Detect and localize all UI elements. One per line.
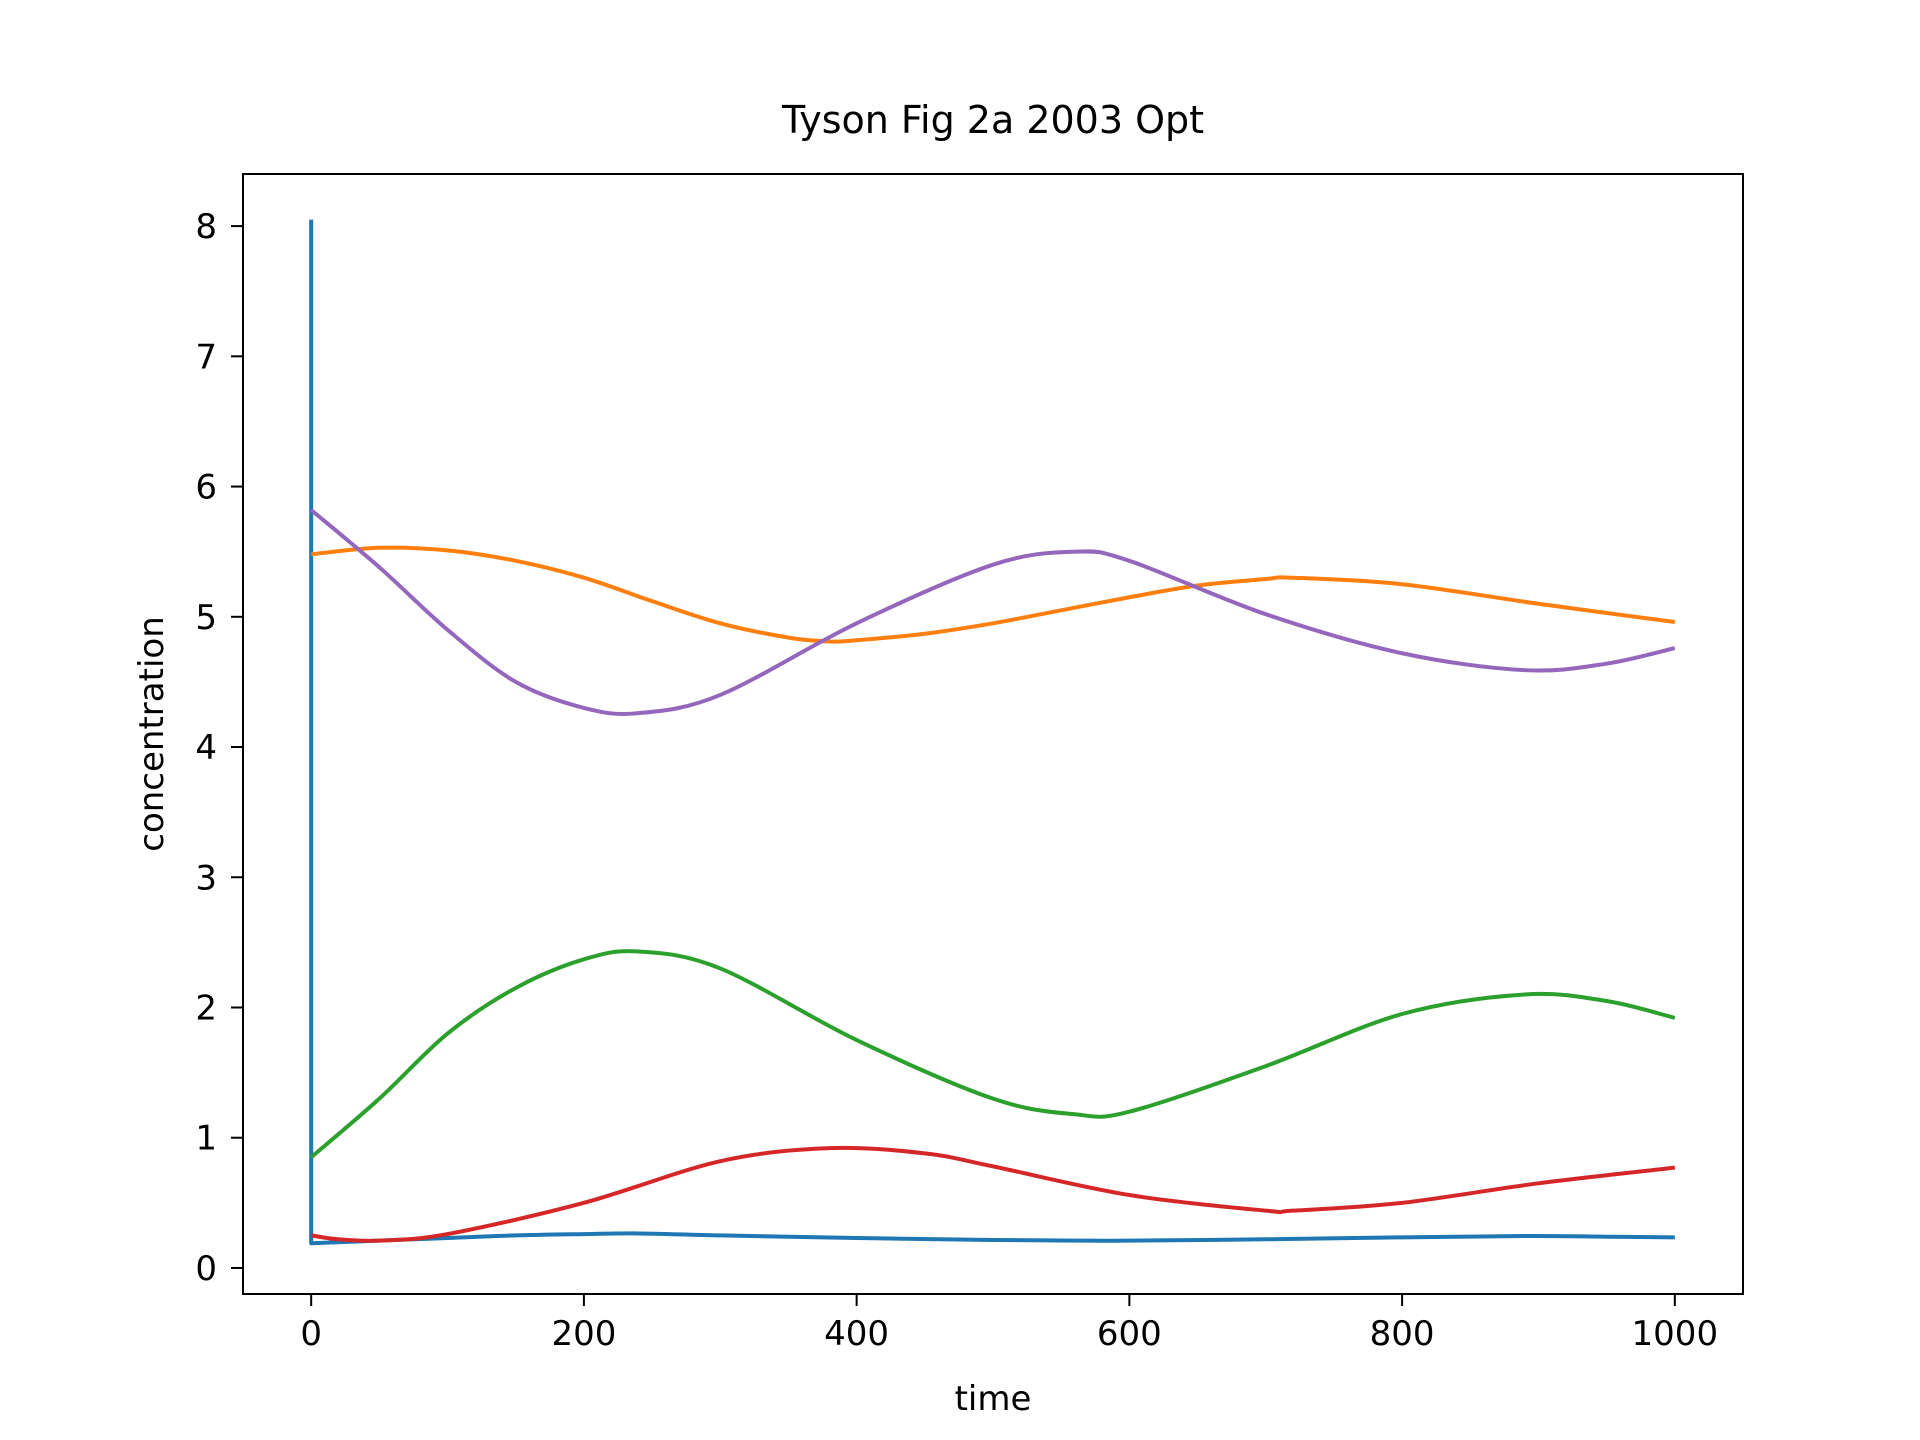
series-line-4 (310, 1145, 1676, 1243)
y-tick-label: 5 (195, 598, 217, 638)
x-tick-label: 400 (824, 1314, 889, 1354)
y-tick-label: 4 (195, 728, 217, 768)
y-tick-label: 8 (195, 207, 217, 247)
chart-title: Tyson Fig 2a 2003 Opt (781, 98, 1204, 142)
series-line-3 (309, 949, 1676, 1159)
y-axis-label: concentration (132, 616, 172, 851)
x-axis-label: time (955, 1379, 1032, 1419)
series-line-1 (309, 219, 1675, 1246)
x-tick-label: 600 (1097, 1314, 1162, 1354)
y-tick-label: 3 (195, 858, 217, 898)
x-axis: 0 200 400 600 800 1000 (300, 1294, 1718, 1354)
y-tick-label: 1 (195, 1119, 217, 1159)
y-tick-label: 2 (195, 988, 217, 1028)
series-line-2 (310, 545, 1676, 644)
y-axis: 0 1 2 3 4 5 6 7 8 (195, 207, 243, 1289)
series-line-5 (309, 508, 1676, 716)
y-tick-label: 7 (195, 337, 217, 377)
x-tick-label: 0 (300, 1314, 322, 1354)
y-tick-label: 0 (195, 1249, 217, 1289)
x-tick-label: 800 (1370, 1314, 1435, 1354)
plot-frame (242, 173, 1744, 1295)
x-tick-label: 200 (551, 1314, 616, 1354)
x-tick-label: 1000 (1632, 1314, 1719, 1354)
y-tick-label: 6 (195, 468, 217, 508)
series-layer (309, 219, 1676, 1246)
